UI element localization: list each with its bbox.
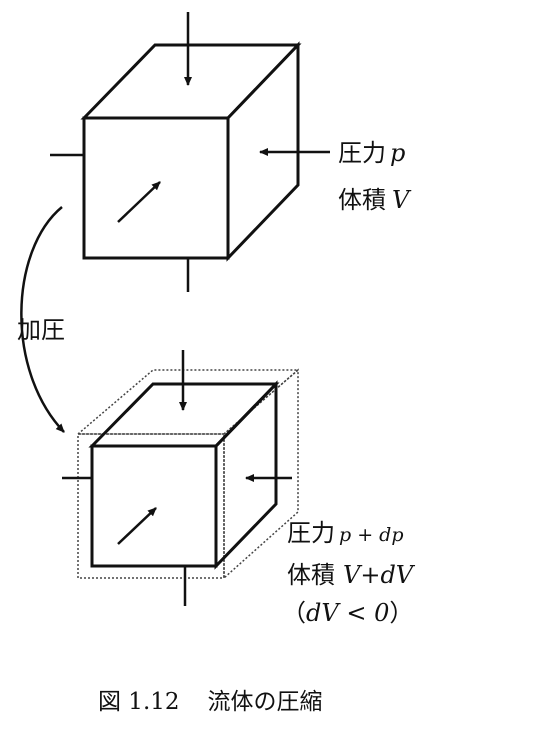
bottom-condition-label: （dV < 0） xyxy=(282,599,413,627)
figure-number: 図 1.12 xyxy=(98,689,180,715)
bottom-diagonal-arrow xyxy=(117,507,157,545)
process-label: 加圧 xyxy=(17,316,65,344)
figure-caption: 図 1.12 流体の圧縮 xyxy=(98,689,323,715)
top-pressure-label: 圧力 p xyxy=(338,139,405,167)
compressed-cube xyxy=(88,380,280,570)
bottom-volume-label: 体積 V+dV xyxy=(287,561,416,589)
compressed-cube-front-face xyxy=(90,444,218,568)
original-cube-front-face xyxy=(82,116,230,260)
figure-title: 流体の圧縮 xyxy=(208,689,323,715)
top-diagonal-arrow xyxy=(117,181,161,223)
compression-process-arrow xyxy=(20,206,65,433)
bottom-pressure-label: 圧力 p + dp xyxy=(287,519,404,547)
original-size-dotted-outline xyxy=(75,368,301,580)
top-volume-label: 体積 V xyxy=(338,186,412,214)
